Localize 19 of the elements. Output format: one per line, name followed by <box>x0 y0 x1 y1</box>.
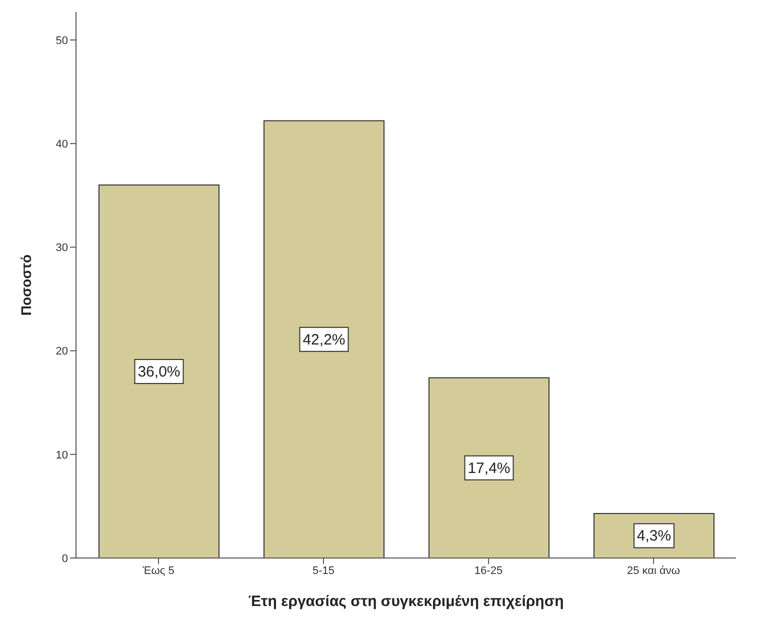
bar <box>264 120 384 558</box>
y-tick-label: 30 <box>56 242 68 254</box>
x-tick-label: 25 και άνω <box>627 564 680 577</box>
y-tick-label: 40 <box>56 138 68 150</box>
x-axis-title: Έτη εργασίας στη συγκεκριμένη επιχείρηση <box>248 593 564 610</box>
bar <box>428 377 550 558</box>
y-axis-title: Ποσοστό <box>18 254 34 316</box>
y-tick-label: 20 <box>56 346 68 358</box>
data-label: 4,3% <box>636 528 672 545</box>
data-label: 36,0% <box>138 364 180 381</box>
bar <box>98 184 220 558</box>
data-label: 42,2% <box>302 331 346 348</box>
y-tick-label: 10 <box>56 449 68 462</box>
x-tick-label: 16-25 <box>474 564 503 577</box>
data-label: 17,4% <box>468 460 510 477</box>
x-tick-label: 5-15 <box>312 564 335 577</box>
y-tick-label: 0 <box>62 552 68 565</box>
y-tick-label: 50 <box>56 34 68 47</box>
x-tick-label: Έως 5 <box>142 564 174 577</box>
